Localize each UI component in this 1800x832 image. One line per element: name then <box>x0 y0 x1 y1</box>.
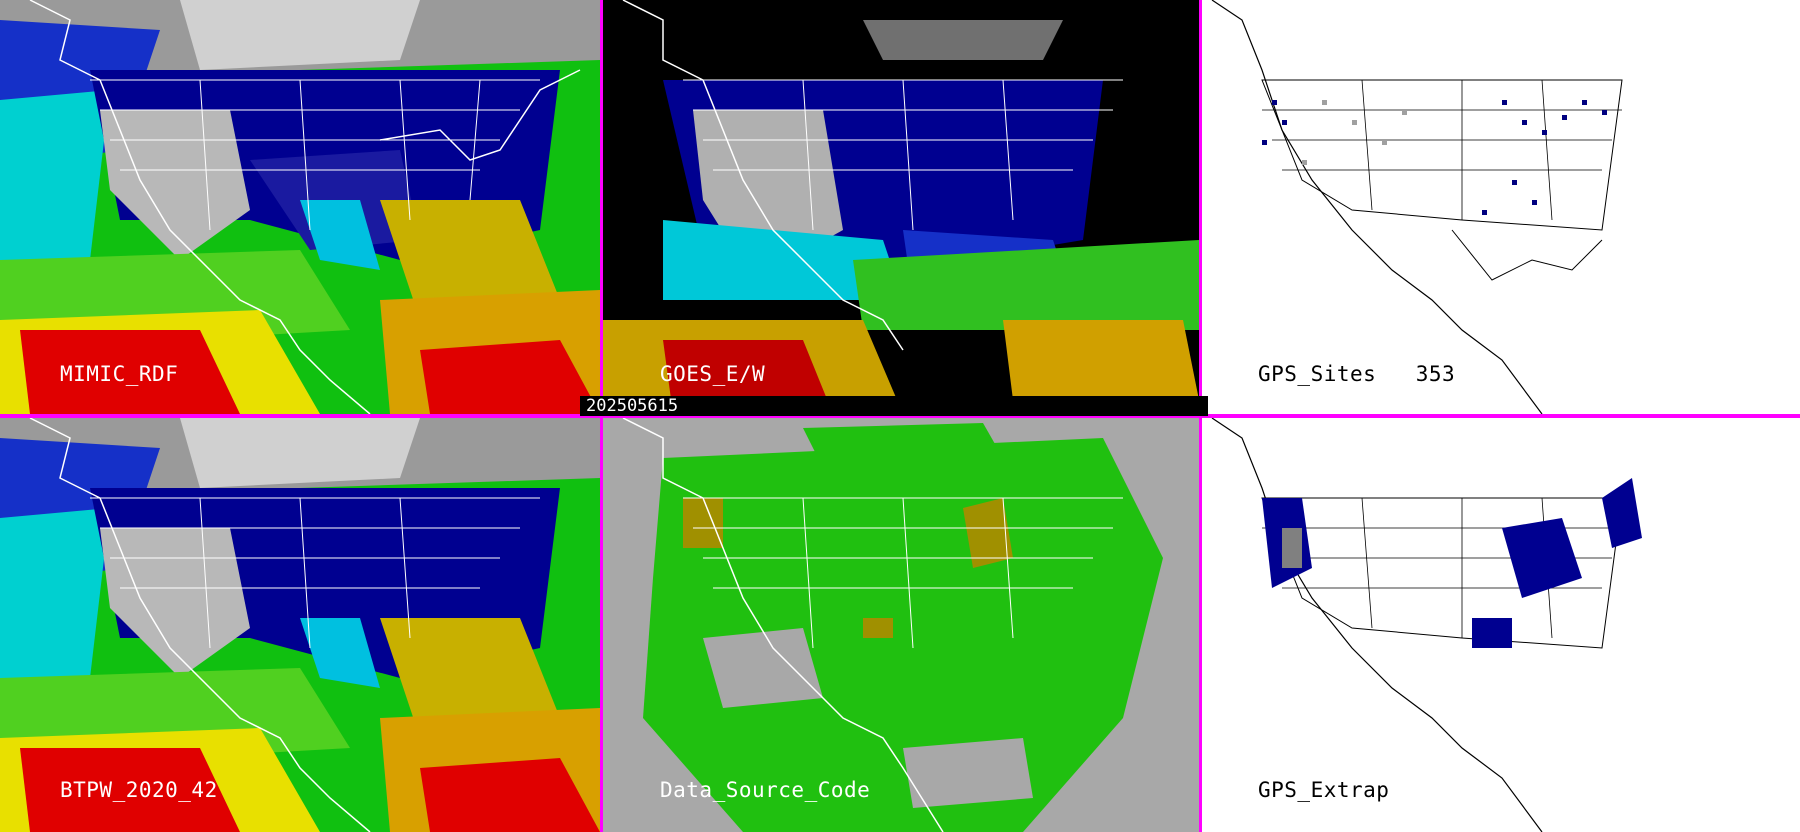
gps-sites-count: 353 <box>1415 362 1456 386</box>
map-panel-data-source-code <box>603 418 1199 832</box>
panel-label-gps-extrap: GPS_Extrap <box>1258 778 1390 802</box>
tpw-field-map <box>0 0 600 414</box>
goes-field-map <box>603 0 1199 414</box>
data-source-map <box>603 418 1199 832</box>
map-panel-mimic <box>0 0 600 414</box>
gps-sites-map <box>1202 0 1800 414</box>
map-panel-gps-extrap <box>1202 418 1800 832</box>
panel-label-btpw: BTPW_2020_42 <box>60 778 218 802</box>
map-panel-btpw <box>0 418 600 832</box>
panel-label-goes: GOES_E/W <box>660 362 766 386</box>
panel-label-mimic: MIMIC_RDF <box>60 362 179 386</box>
tpw-field-map <box>0 418 600 832</box>
panel-separator <box>0 414 1800 418</box>
panel-label-gps-sites: GPS_Sites 353 <box>1258 362 1455 386</box>
timestamp-strip: 202505615 <box>580 396 1208 416</box>
gps-sites-title: GPS_Sites <box>1258 362 1377 386</box>
map-panel-goes <box>603 0 1199 414</box>
panel-label-data-source-code: Data_Source_Code <box>660 778 871 802</box>
gps-extrap-map <box>1202 418 1800 832</box>
map-panel-gps-sites <box>1202 0 1800 414</box>
timestamp-label: 202505615 <box>586 396 679 416</box>
